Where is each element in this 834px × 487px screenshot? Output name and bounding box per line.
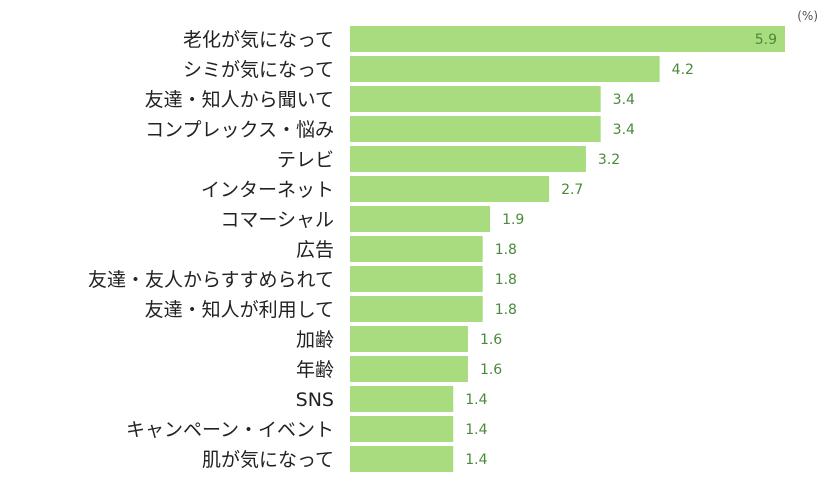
value-label: 3.4 (613, 122, 635, 138)
bar (350, 206, 491, 232)
bar (350, 326, 468, 352)
category-label: 加齢 (296, 329, 334, 351)
bar (350, 446, 454, 472)
bars-group: 老化が気になって 5.9 シミが気になって 4.2 友達・知人から聞いて 3.4 コンプレッ… (88, 26, 785, 472)
bar (350, 416, 454, 442)
category-label: コマーシャル (220, 209, 334, 231)
category-label: キャンペーン・イベント (126, 419, 334, 441)
value-label: 1.4 (465, 452, 487, 468)
bar (350, 56, 660, 82)
category-label: 友達・友人からすすめられて (88, 269, 334, 291)
value-label: 1.8 (495, 272, 517, 288)
category-label: 年齢 (296, 359, 334, 381)
bar (350, 26, 785, 52)
category-label: 友達・知人が利用して (145, 299, 334, 321)
bar (350, 176, 550, 202)
category-label: テレビ (277, 149, 334, 171)
value-label: 1.8 (495, 302, 517, 318)
value-label: 1.6 (480, 362, 502, 378)
unit-label: (%) (797, 9, 818, 23)
value-label: 3.2 (598, 152, 620, 168)
value-label: 5.9 (755, 32, 777, 48)
bar (350, 296, 483, 322)
bar (350, 146, 586, 172)
value-label: 1.4 (465, 392, 487, 408)
value-label: 1.6 (480, 332, 502, 348)
bar (350, 236, 483, 262)
value-label: 1.8 (495, 242, 517, 258)
value-label: 1.9 (502, 212, 524, 228)
bar (350, 356, 468, 382)
category-label: シミが気になって (183, 59, 334, 81)
category-label: 友達・知人から聞いて (145, 89, 334, 111)
value-label: 4.2 (672, 62, 694, 78)
category-label: 広告 (296, 239, 334, 261)
category-label: インターネット (201, 179, 334, 201)
category-label: 老化が気になって (183, 29, 334, 51)
bar (350, 116, 601, 142)
category-label: 肌が気になって (202, 449, 334, 471)
value-label: 2.7 (561, 182, 583, 198)
category-label: SNS (296, 389, 334, 411)
bar (350, 86, 601, 112)
value-label: 3.4 (613, 92, 635, 108)
category-label: コンプレックス・悩み (145, 119, 334, 141)
value-label: 1.4 (465, 422, 487, 438)
bar (350, 386, 454, 412)
bar (350, 266, 483, 292)
